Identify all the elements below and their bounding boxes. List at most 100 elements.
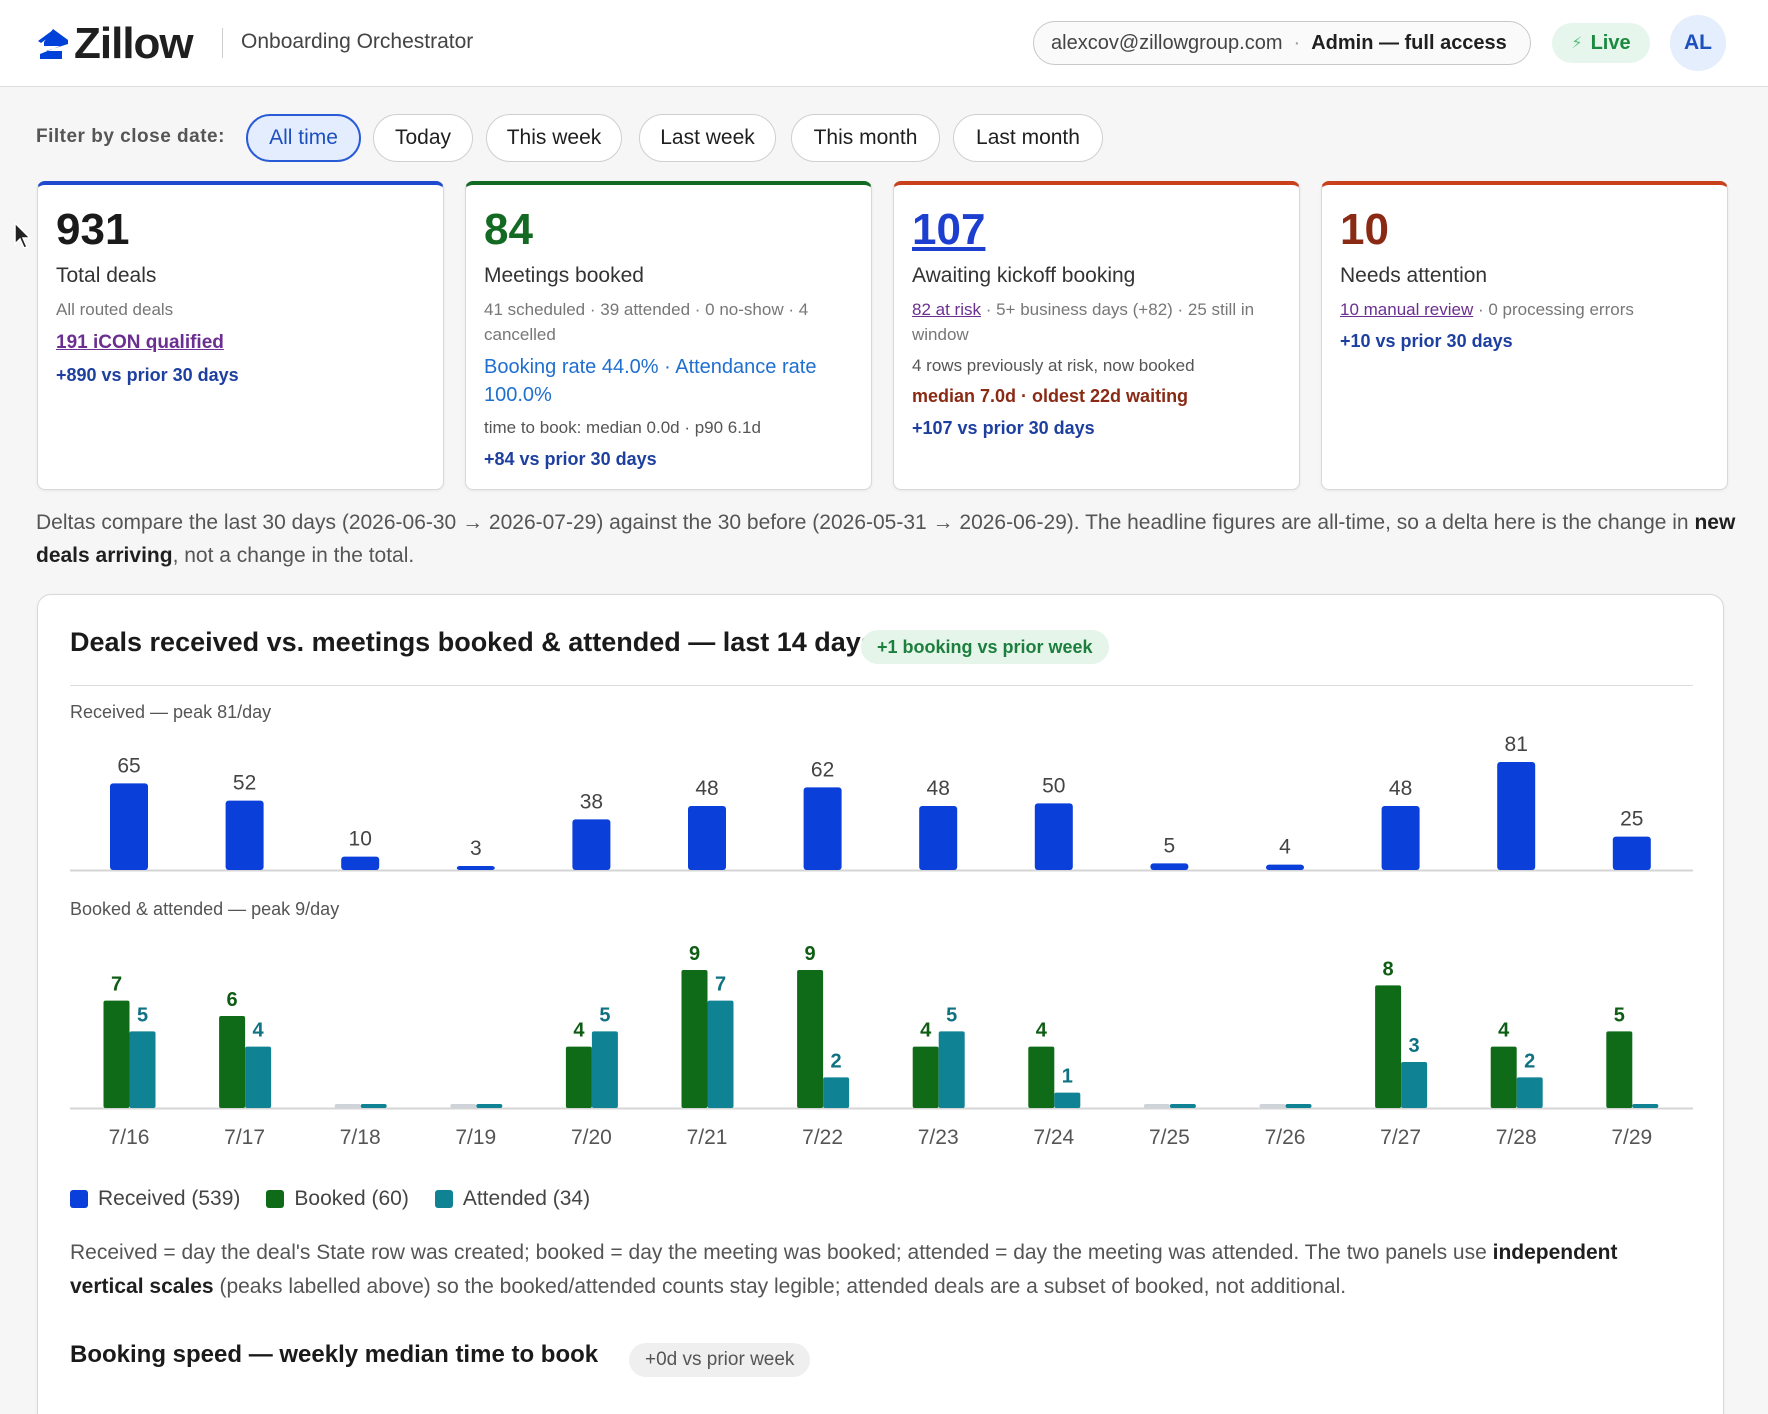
delta-note-bold: new deals arriving [36, 511, 1736, 567]
booked-value-label: 9 [805, 943, 816, 965]
icon-qualified-link[interactable]: 191 iCON qualified [56, 332, 224, 353]
card-needs-attention[interactable]: 10 Needs attention 10 manual review · 0 … [1321, 181, 1728, 490]
logo-wordmark: Zillow [74, 19, 194, 68]
meetings-booked-label: Meetings booked [484, 264, 644, 287]
attended-bar [1516, 1077, 1543, 1108]
received-value-label: 62 [811, 758, 834, 781]
booked-bar [797, 970, 824, 1108]
received-value-label: 10 [349, 828, 372, 851]
chart-legend: Received (539) Booked (60) Attended (34) [70, 1187, 616, 1211]
app-title: Onboarding Orchestrator [241, 30, 474, 53]
zillow-logo[interactable]: Zillow [36, 19, 194, 68]
x-tick-label: 7/24 [1033, 1126, 1074, 1149]
received-bar [110, 783, 148, 870]
total-deals-label: Total deals [56, 264, 157, 287]
awaiting-kickoff-sub: 82 at risk · 5+ business days (+82) · 25… [912, 297, 1281, 347]
filter-all-time[interactable]: All time [246, 114, 361, 162]
booked-bar [103, 1000, 130, 1108]
user-account-pill[interactable]: alexcov@zillowgroup.com · Admin — full a… [1033, 21, 1531, 65]
filter-this-week[interactable]: This week [486, 114, 622, 162]
attended-bar [129, 1031, 156, 1108]
received-bar [919, 806, 958, 870]
booked-bar [1143, 1104, 1170, 1108]
zillow-mark-icon [38, 29, 68, 59]
x-tick-label: 7/23 [918, 1126, 959, 1149]
x-tick-label: 7/22 [802, 1126, 843, 1149]
total-deals-delta: +890 vs prior 30 days [56, 365, 239, 385]
received-value-label: 48 [1389, 777, 1412, 800]
legend-swatch-received [70, 1190, 88, 1208]
live-status-badge: ⚡ Live [1552, 23, 1650, 63]
booked-bar [450, 1104, 477, 1108]
delta-note-text-1: Deltas compare the last 30 days (2026-06… [36, 511, 1695, 534]
x-tick-label: 7/21 [687, 1126, 728, 1149]
delta-note: Deltas compare the last 30 days (2026-06… [36, 506, 1736, 572]
legend-swatch-attended [434, 1190, 453, 1208]
attended-bar [1632, 1104, 1659, 1108]
meetings-booked-value: 84 [484, 205, 533, 254]
booking-rate: Booking rate 44.0% · Attendance rate 100… [484, 356, 817, 406]
received-bar [688, 806, 726, 870]
legend-label-received: Received (539) [98, 1187, 241, 1210]
bolt-icon: ⚡ [1571, 35, 1583, 52]
x-tick-label: 7/29 [1611, 1126, 1652, 1149]
received-value-label: 25 [1620, 808, 1643, 831]
filter-last-week[interactable]: Last week [639, 114, 776, 162]
needs-attention-value: 10 [1340, 205, 1389, 254]
delta-note-text-2: , not a change in the total. [172, 544, 415, 567]
avatar[interactable]: AL [1670, 15, 1726, 71]
manual-review-link[interactable]: 10 manual review [1340, 300, 1474, 319]
booked-value-label: 9 [689, 943, 700, 965]
received-value-label: 50 [1042, 774, 1065, 797]
top-bar: Zillow Onboarding Orchestrator alexcov@z… [0, 0, 1768, 87]
awaiting-sub-rest: · 5+ business days (+82) · 25 still in w… [912, 300, 1255, 344]
booked-bar [912, 1046, 939, 1108]
attended-bar [360, 1104, 387, 1108]
at-risk-link[interactable]: 82 at risk [912, 300, 981, 319]
booked-value-label: 4 [1498, 1020, 1510, 1042]
awaiting-kickoff-value[interactable]: 107 [912, 205, 986, 254]
received-value-label: 48 [927, 777, 950, 800]
chart-note-text-2: (peaks labelled above) so the booked/att… [213, 1275, 1347, 1298]
booked-value-label: 7 [111, 974, 122, 996]
mouse-pointer-icon [14, 222, 32, 249]
attended-value-label: 5 [599, 1004, 610, 1026]
chart-explanation: Received = day the deal's State row was … [70, 1236, 1695, 1304]
received-bar [456, 866, 495, 870]
received-bar [1034, 803, 1073, 870]
received-value-label: 48 [695, 777, 718, 800]
needs-attention-delta: +10 vs prior 30 days [1340, 331, 1513, 351]
filter-last-month[interactable]: Last month [953, 114, 1103, 162]
attended-value-label: 2 [1524, 1050, 1535, 1072]
card-total-deals[interactable]: 931 Total deals All routed deals 191 iCO… [37, 181, 444, 490]
received-value-label: 38 [580, 790, 603, 813]
x-tick-label: 7/17 [224, 1126, 265, 1149]
booked-bar [1375, 985, 1402, 1108]
legend-item-booked: Booked (60) [266, 1187, 409, 1211]
received-bar [572, 819, 611, 870]
filter-this-month[interactable]: This month [791, 114, 940, 162]
x-tick-label: 7/27 [1380, 1126, 1421, 1149]
legend-item-attended: Attended (34) [434, 1187, 590, 1211]
header-divider [222, 28, 223, 58]
booked-value-label: 5 [1614, 1004, 1625, 1026]
filter-today[interactable]: Today [373, 114, 473, 162]
booked-bar [1028, 1046, 1055, 1108]
legend-swatch-booked [266, 1190, 285, 1208]
awaiting-kickoff-label: Awaiting kickoff booking [912, 264, 1136, 287]
attended-value-label: 4 [253, 1020, 265, 1042]
attended-value-label: 1 [1062, 1066, 1073, 1088]
attended-bar [1054, 1092, 1081, 1108]
booked-bar [565, 1046, 592, 1108]
card-meetings-booked[interactable]: 84 Meetings booked 41 scheduled · 39 att… [465, 181, 872, 490]
attended-value-label: 2 [831, 1050, 842, 1072]
time-to-book: time to book: median 0.0d · p90 6.1d [484, 418, 761, 437]
booked-value-label: 6 [227, 989, 238, 1011]
received-panel-label: Received — peak 81/day [70, 702, 271, 722]
received-value-label: 5 [1164, 834, 1176, 857]
booked-value-label: 4 [1036, 1020, 1048, 1042]
booked-bar [681, 970, 708, 1108]
panel-divider [70, 685, 1693, 686]
live-label: Live [1590, 31, 1631, 54]
card-awaiting-kickoff[interactable]: 107 Awaiting kickoff booking 82 at risk … [893, 181, 1300, 490]
